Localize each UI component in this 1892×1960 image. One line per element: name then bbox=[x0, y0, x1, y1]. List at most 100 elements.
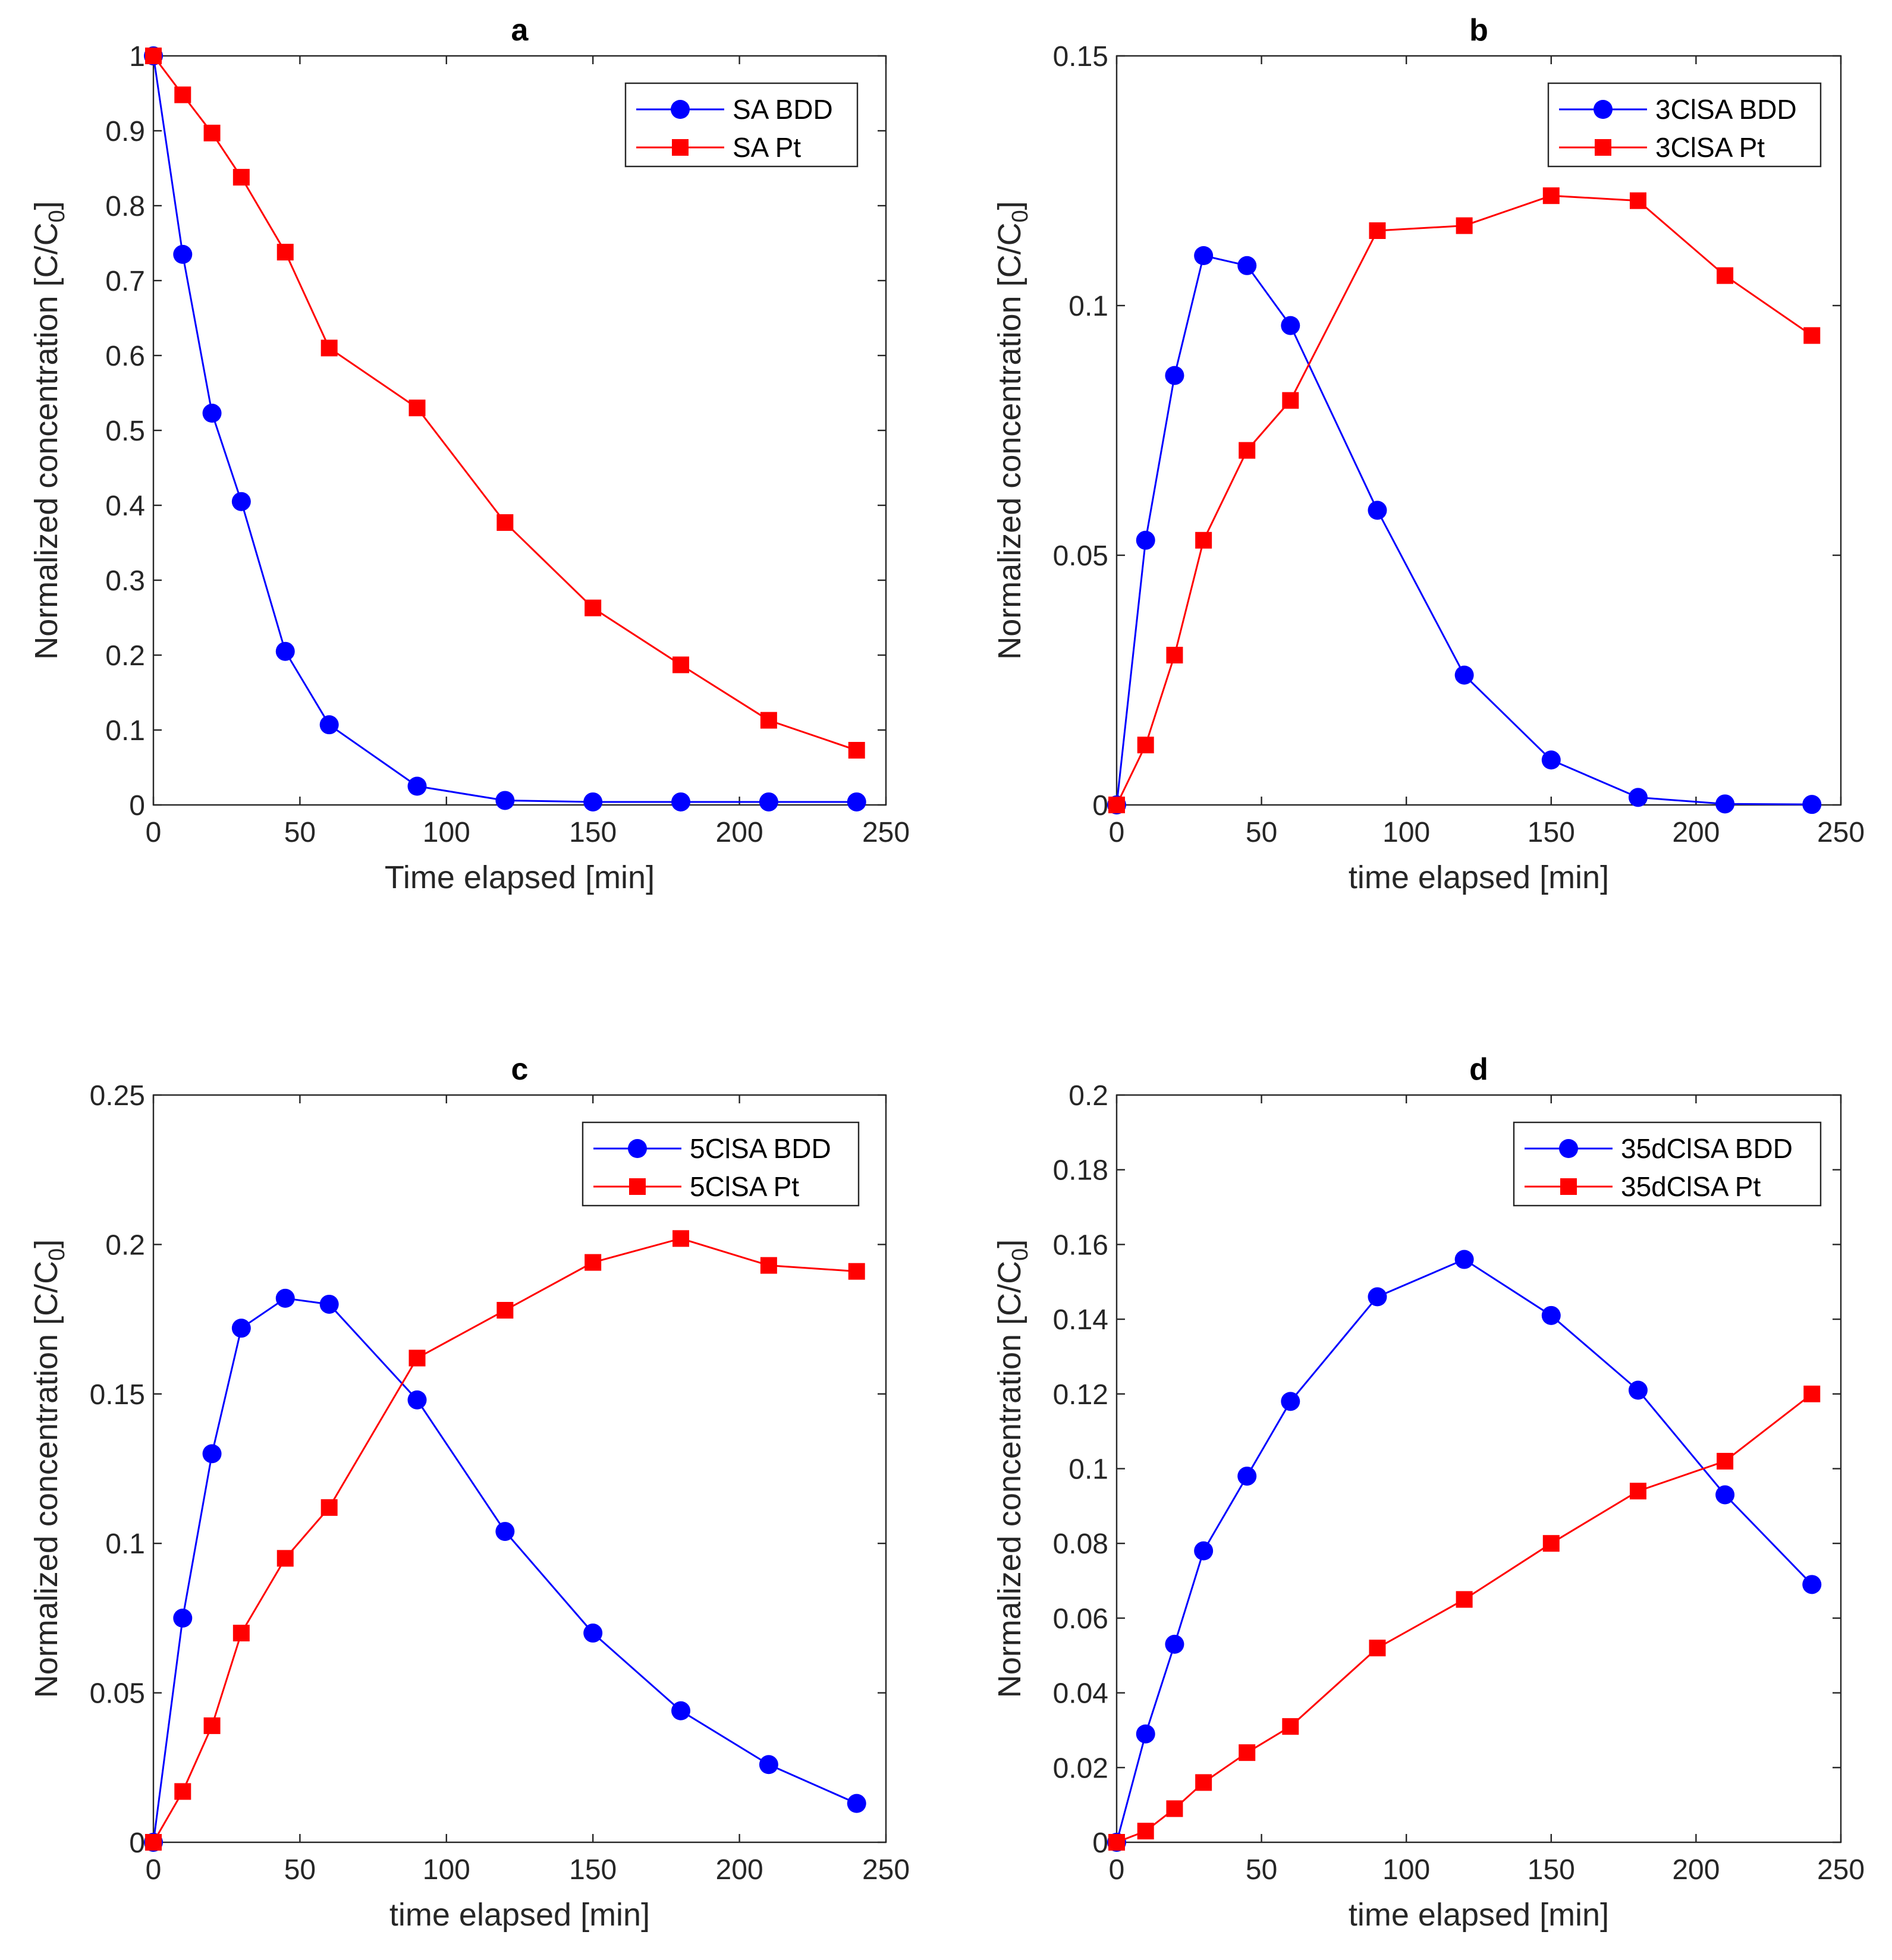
legend: 35dClSA BDD 35dClSA Pt bbox=[1513, 1121, 1822, 1207]
x-axis-label: Time elapsed [min] bbox=[385, 860, 655, 895]
legend-marker bbox=[629, 1178, 646, 1195]
x-tick-label: 0 bbox=[1109, 1854, 1125, 1886]
data-point bbox=[760, 712, 777, 729]
y-tick-label: 0.12 bbox=[1053, 1379, 1108, 1411]
y-tick-label: 0 bbox=[129, 790, 145, 822]
data-point bbox=[319, 715, 339, 735]
data-point bbox=[232, 169, 250, 186]
data-point bbox=[847, 1794, 866, 1813]
series-3ClSA-Pt bbox=[1108, 187, 1821, 813]
data-point bbox=[407, 776, 427, 796]
data-point bbox=[1165, 1634, 1184, 1654]
data-point bbox=[320, 1499, 338, 1516]
y-tick-label: 0.7 bbox=[105, 266, 145, 297]
x-tick-label: 100 bbox=[423, 1854, 470, 1886]
data-point bbox=[1166, 647, 1183, 663]
data-point bbox=[671, 1701, 691, 1720]
x-tick-label: 200 bbox=[1672, 817, 1720, 848]
y-tick-label: 0.14 bbox=[1053, 1304, 1108, 1336]
data-point bbox=[231, 492, 251, 511]
y-tick-label: 0.05 bbox=[1053, 540, 1108, 572]
legend-box bbox=[582, 1121, 860, 1207]
legend-label: 5ClSA Pt bbox=[690, 1171, 799, 1202]
series-5ClSA-Pt bbox=[145, 1230, 865, 1851]
data-point bbox=[1195, 531, 1212, 549]
series-line bbox=[152, 1237, 857, 1843]
data-point bbox=[759, 1755, 778, 1775]
x-tick-label: 100 bbox=[423, 817, 470, 848]
x-tick-label: 150 bbox=[1528, 817, 1575, 848]
y-tick-label: 0.16 bbox=[1053, 1229, 1108, 1261]
legend-marker bbox=[1560, 1178, 1577, 1195]
data-point bbox=[672, 656, 690, 674]
series-line bbox=[1116, 1393, 1813, 1843]
x-tick-label: 50 bbox=[1246, 1854, 1277, 1886]
x-tick-label: 250 bbox=[862, 1854, 910, 1886]
x-tick-label: 50 bbox=[1246, 817, 1277, 848]
x-axis-label: time elapsed [min] bbox=[389, 1897, 650, 1933]
x-tick-label: 50 bbox=[284, 1854, 316, 1886]
data-point bbox=[496, 1302, 514, 1319]
x-axis-label: time elapsed [min] bbox=[1349, 1897, 1609, 1933]
data-point bbox=[1368, 1287, 1387, 1307]
legend: SA BDD SA Pt bbox=[624, 82, 859, 168]
series-line bbox=[1115, 254, 1812, 806]
data-point bbox=[145, 48, 162, 64]
x-axis-label: time elapsed [min] bbox=[1349, 860, 1609, 895]
data-point bbox=[848, 1263, 865, 1280]
data-point bbox=[1137, 1823, 1154, 1840]
y-tick-label: 0.4 bbox=[105, 490, 145, 522]
data-point bbox=[275, 1288, 295, 1308]
y-tick-label: 0.2 bbox=[105, 1229, 145, 1261]
x-tick-label: 0 bbox=[146, 817, 162, 848]
data-point bbox=[1454, 665, 1474, 685]
y-tick-label: 0.15 bbox=[1053, 41, 1108, 73]
series-line bbox=[152, 1297, 857, 1843]
data-point bbox=[203, 1717, 221, 1734]
data-point bbox=[173, 1608, 193, 1628]
legend-marker bbox=[671, 100, 690, 119]
y-tick-label: 0.6 bbox=[105, 341, 145, 372]
data-point bbox=[275, 641, 295, 661]
chart-panel-d: 0 50 100 150 200 250 0 0.02 0.04 0.06 0.08 0.1 0.12 0… bbox=[992, 1052, 1865, 1933]
data-point bbox=[1717, 1452, 1734, 1470]
data-point bbox=[1802, 795, 1822, 814]
data-point bbox=[1803, 327, 1821, 344]
series-line bbox=[1115, 1258, 1813, 1843]
data-point bbox=[583, 792, 603, 811]
x-tick-label: 250 bbox=[862, 817, 910, 848]
y-tick-label: 0.05 bbox=[90, 1678, 145, 1710]
data-point bbox=[1237, 1467, 1257, 1486]
data-point bbox=[407, 1390, 427, 1410]
y-tick-label: 0.3 bbox=[105, 565, 145, 597]
data-point bbox=[1803, 1385, 1821, 1402]
x-tick-label: 200 bbox=[716, 1854, 763, 1886]
data-point bbox=[1628, 788, 1648, 807]
data-point bbox=[1802, 1575, 1822, 1594]
y-tick-label: 0.18 bbox=[1053, 1155, 1108, 1187]
data-point bbox=[495, 791, 515, 810]
x-tick-label: 100 bbox=[1382, 1854, 1430, 1886]
data-point bbox=[1237, 256, 1257, 275]
x-tick-label: 100 bbox=[1382, 817, 1430, 848]
y-axis-label: Normalized concentration [C/C0] bbox=[992, 201, 1033, 659]
legend-marker bbox=[1595, 139, 1611, 156]
chart-panel-a: 0 50 100 150 200 250 0 0.1 0.2 0.3 0.4 0.5 0.6 0.7 0.8… bbox=[29, 13, 910, 895]
data-point bbox=[1282, 392, 1299, 409]
data-point bbox=[1137, 737, 1154, 754]
series-3ClSA-BDD bbox=[1107, 246, 1822, 814]
legend-label: 35dClSA Pt bbox=[1621, 1171, 1761, 1202]
legend-marker bbox=[1559, 1139, 1578, 1158]
legend-marker bbox=[1594, 100, 1613, 119]
data-point bbox=[1456, 217, 1473, 234]
data-point bbox=[1195, 1774, 1212, 1791]
panel-title: a bbox=[511, 13, 529, 48]
y-tick-label: 0 bbox=[129, 1827, 145, 1859]
y-tick-label: 1 bbox=[129, 41, 145, 73]
data-point bbox=[276, 1550, 294, 1567]
y-tick-label: 0 bbox=[1092, 790, 1108, 822]
plot-area bbox=[152, 55, 887, 806]
data-point bbox=[496, 514, 514, 531]
y-tick-label: 0.8 bbox=[105, 191, 145, 222]
